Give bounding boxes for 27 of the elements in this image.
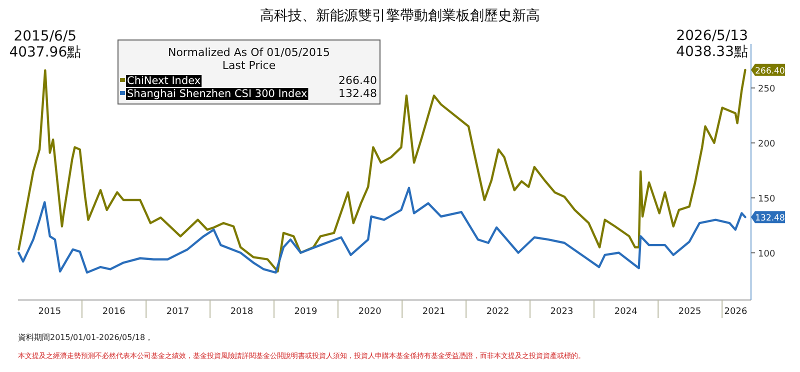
y-tick-label: 100 (758, 249, 776, 260)
x-tick-label: 2017 (166, 307, 190, 317)
y-tick-label: 200 (758, 139, 776, 150)
x-tick-label: 2019 (294, 307, 318, 317)
legend-title: Normalized As Of 01/05/2015 Last Price (168, 46, 330, 72)
x-tick-label: 2026 (724, 307, 748, 317)
text: 資料期間2015/01/01-2026/05/18， (18, 333, 154, 342)
x-tick-label: 2016 (102, 307, 126, 317)
x-tick-label: 2022 (486, 307, 510, 317)
x-tick-label: 2023 (550, 307, 574, 317)
x-tick-label: 2018 (230, 307, 254, 317)
text: 132.48 (338, 87, 377, 100)
x-tick-label: 2021 (422, 307, 446, 317)
x-tick-label: 2024 (614, 307, 638, 317)
legend-label: Shanghai Shenzhen CSI 300 Index (127, 88, 308, 100)
x-tick-label: 2025 (678, 307, 702, 317)
annotation: 2015/6/5 4037.96點 (9, 28, 82, 60)
y-tick-label: 250 (758, 84, 776, 94)
chart-title: 高科技、新能源雙引擎帶動創業板創歷史新高 (260, 8, 540, 24)
y-tick-label: 150 (758, 194, 776, 204)
annotation: 2026/5/13 4038.33點 (676, 28, 748, 60)
text: 266.40 (338, 74, 377, 87)
x-tick-label: 2015 (38, 307, 62, 317)
data-label: 266.40 (755, 66, 785, 76)
data-label: 132.48 (755, 214, 785, 224)
legend-label: ChiNext Index (127, 75, 201, 87)
x-tick-label: 2020 (358, 307, 382, 317)
